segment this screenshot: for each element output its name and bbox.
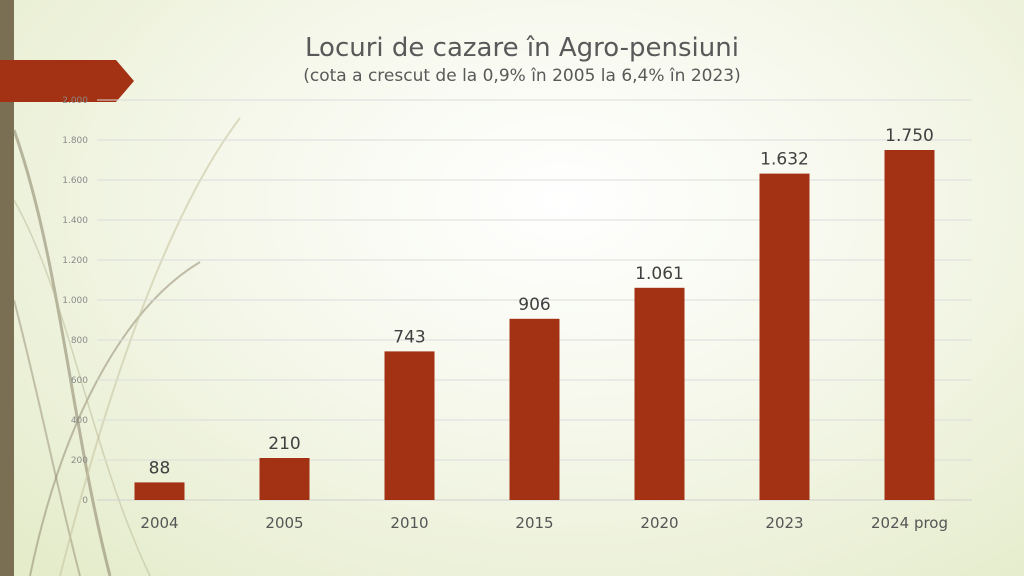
chart-title: Locuri de cazare în Agro-pensiuni <box>305 33 739 63</box>
slide-side-bar <box>0 0 14 576</box>
chart-subtitle: (cota a crescut de la 0,9% în 2005 la 6,… <box>303 66 741 86</box>
y-tick-label: 1.000 <box>62 296 88 306</box>
y-tick-label: 0 <box>82 496 88 506</box>
x-tick-label: 2015 <box>515 514 553 532</box>
bar <box>384 351 435 500</box>
data-label: 743 <box>393 327 425 347</box>
bar <box>884 150 935 500</box>
x-tick-label: 2023 <box>765 514 803 532</box>
chart-title-block: Locuri de cazare în Agro-pensiuni (cota … <box>0 32 1024 87</box>
y-tick-label: 400 <box>71 416 88 426</box>
y-tick-label: 1.600 <box>62 176 88 186</box>
data-label: 1.632 <box>760 150 809 170</box>
bar <box>134 482 185 500</box>
y-tick-label: 1.400 <box>62 216 88 226</box>
y-tick-label: 600 <box>71 376 88 386</box>
bar <box>259 458 310 500</box>
y-tick-label: 200 <box>71 456 88 466</box>
y-tick-label: 800 <box>71 336 88 346</box>
bar <box>759 173 810 500</box>
x-tick-label: 2004 <box>140 514 178 532</box>
data-label: 1.061 <box>635 264 684 284</box>
y-tick-label: 1.800 <box>62 136 88 146</box>
data-label: 88 <box>149 458 171 478</box>
x-tick-label: 2005 <box>265 514 303 532</box>
bar <box>509 318 560 500</box>
title-arrow-tab <box>0 60 134 102</box>
y-tick-label: 1.200 <box>62 256 88 266</box>
data-label: 210 <box>268 434 300 454</box>
data-label: 1.750 <box>885 126 934 146</box>
x-tick-label: 2020 <box>640 514 678 532</box>
data-label: 906 <box>518 295 550 315</box>
bar <box>634 287 685 500</box>
x-tick-label: 2010 <box>390 514 428 532</box>
x-tick-label: 2024 prog <box>871 514 948 532</box>
y-tick-label: 2.000 <box>62 96 88 106</box>
